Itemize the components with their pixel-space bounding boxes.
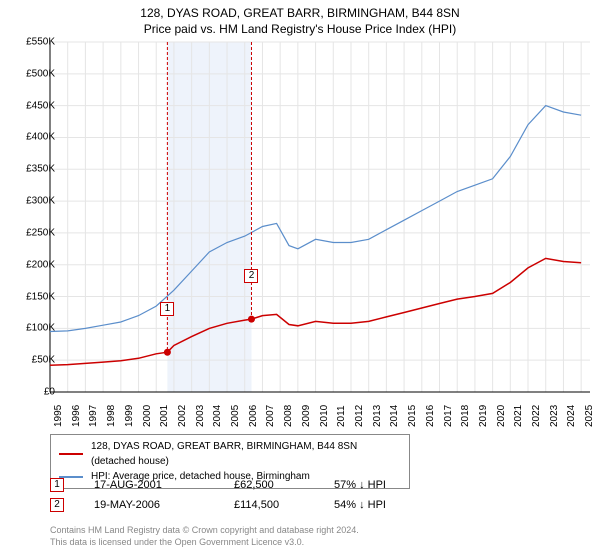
sale-row-date: 17-AUG-2001 <box>94 479 234 491</box>
sale-row: 1 17-AUG-2001£62,50057% ↓ HPI <box>50 478 550 492</box>
y-axis-label: £150K <box>5 291 55 302</box>
footer-line-1: Contains HM Land Registry data © Crown c… <box>50 525 359 537</box>
x-axis-label: 2009 <box>301 405 312 427</box>
chart-container: 128, DYAS ROAD, GREAT BARR, BIRMINGHAM, … <box>0 0 600 560</box>
chart-plot-area: 12 <box>50 42 590 392</box>
sale-row-hpi: 54% ↓ HPI <box>334 499 434 511</box>
x-axis-label: 2002 <box>177 405 188 427</box>
chart-subtitle: Price paid vs. HM Land Registry's House … <box>0 22 600 38</box>
x-axis-label: 2003 <box>195 405 206 427</box>
sale-row-price: £114,500 <box>234 499 334 511</box>
legend-item: 128, DYAS ROAD, GREAT BARR, BIRMINGHAM, … <box>59 439 401 469</box>
x-axis-label: 2014 <box>389 405 400 427</box>
x-axis-label: 2011 <box>336 405 347 427</box>
x-axis-label: 1999 <box>124 405 135 427</box>
x-axis-label: 1998 <box>106 405 117 427</box>
x-axis-label: 2016 <box>425 405 436 427</box>
x-axis-label: 1997 <box>88 405 99 427</box>
x-axis-label: 2008 <box>283 405 294 427</box>
y-axis-label: £0 <box>5 387 55 398</box>
sale-row: 2 19-MAY-2006£114,50054% ↓ HPI <box>50 498 550 512</box>
x-axis-label: 2022 <box>531 405 542 427</box>
x-axis-label: 2019 <box>478 405 489 427</box>
x-axis-label: 1996 <box>71 405 82 427</box>
y-axis-label: £450K <box>5 100 55 111</box>
y-axis-label: £200K <box>5 259 55 270</box>
sales-table: 1 17-AUG-2001£62,50057% ↓ HPI 2 19-MAY-2006… <box>50 478 550 518</box>
y-axis-label: £550K <box>5 37 55 48</box>
x-axis-label: 2007 <box>265 405 276 427</box>
y-axis-label: £250K <box>5 227 55 238</box>
footer-attribution: Contains HM Land Registry data © Crown c… <box>50 525 359 548</box>
y-axis-label: £50K <box>5 355 55 366</box>
x-axis-label: 2001 <box>159 405 170 427</box>
sale-row-date: 19-MAY-2006 <box>94 499 234 511</box>
y-axis-label: £300K <box>5 196 55 207</box>
y-axis-label: £100K <box>5 323 55 334</box>
x-axis-label: 2024 <box>566 405 577 427</box>
x-axis-label: 2010 <box>319 405 330 427</box>
x-axis-label: 2005 <box>230 405 241 427</box>
x-axis-label: 2023 <box>549 405 560 427</box>
legend-swatch <box>59 453 83 455</box>
legend-label: 128, DYAS ROAD, GREAT BARR, BIRMINGHAM, … <box>91 439 401 469</box>
x-axis-label: 2004 <box>212 405 223 427</box>
chart-svg <box>50 42 590 392</box>
x-axis-label: 2012 <box>354 405 365 427</box>
x-axis-label: 2013 <box>372 405 383 427</box>
sale-marker-2: 2 <box>244 269 258 283</box>
sale-row-hpi: 57% ↓ HPI <box>334 479 434 491</box>
chart-title: 128, DYAS ROAD, GREAT BARR, BIRMINGHAM, … <box>0 0 600 22</box>
x-axis-label: 2020 <box>496 405 507 427</box>
x-axis-label: 2015 <box>407 405 418 427</box>
y-axis-label: £350K <box>5 164 55 175</box>
x-axis-label: 1995 <box>53 405 64 427</box>
x-axis-label: 2017 <box>443 405 454 427</box>
sale-row-price: £62,500 <box>234 479 334 491</box>
x-axis-label: 2006 <box>248 405 259 427</box>
y-axis-label: £500K <box>5 68 55 79</box>
x-axis-label: 2000 <box>142 405 153 427</box>
footer-line-2: This data is licensed under the Open Gov… <box>50 537 359 549</box>
x-axis-label: 2021 <box>513 405 524 427</box>
x-axis-label: 2025 <box>584 405 595 427</box>
y-axis-label: £400K <box>5 132 55 143</box>
sale-row-marker: 2 <box>50 498 64 512</box>
sale-row-marker: 1 <box>50 478 64 492</box>
sale-marker-1: 1 <box>160 302 174 316</box>
x-axis-label: 2018 <box>460 405 471 427</box>
